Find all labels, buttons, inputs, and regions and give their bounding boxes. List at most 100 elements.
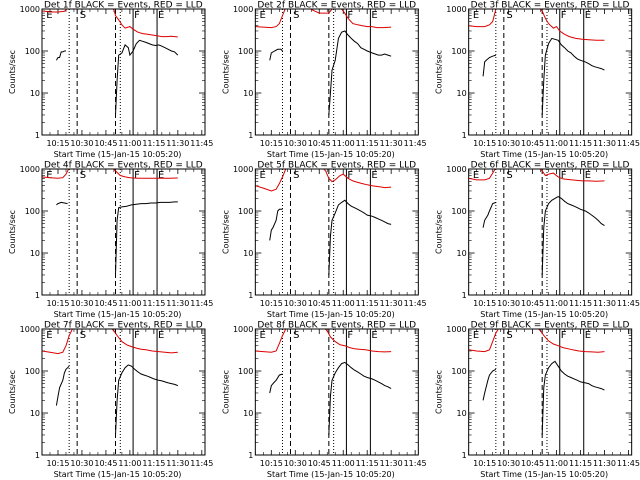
x-tick-label: 11:00 <box>545 459 568 468</box>
y-axis-label: Counts/sec <box>435 50 444 94</box>
lld-series-line <box>255 329 287 353</box>
lld-series-line <box>42 169 70 179</box>
events-series-line <box>328 199 392 276</box>
x-tick-label: 11:30 <box>593 139 616 148</box>
lld-series-line <box>324 329 392 353</box>
y-tick-label: 10 <box>30 249 40 258</box>
plot-frame <box>254 168 419 296</box>
interval-flag: E <box>473 330 479 341</box>
x-tick-label: 10:30 <box>497 299 520 308</box>
x-tick-label: 10:45 <box>94 139 117 148</box>
y-tick-label: 1 <box>35 131 40 140</box>
lld-series-line <box>255 169 287 192</box>
panel-det-9f: Det 9f BLACK = Events, RED = LLD Counts/s… <box>435 321 640 480</box>
x-tick-label: 10:45 <box>94 299 117 308</box>
plot-frame <box>468 328 633 456</box>
interval-flag: E <box>371 10 377 21</box>
interval-flag: E <box>371 170 377 181</box>
x-tick-label: 11:45 <box>190 299 213 308</box>
y-tick-label: 10 <box>456 409 466 418</box>
x-tick-label: 10:30 <box>284 139 307 148</box>
interval-flag: S <box>80 170 86 181</box>
x-tick-label: 11:00 <box>332 299 355 308</box>
interval-flag: E <box>585 10 591 21</box>
events-series-line <box>269 48 283 61</box>
events-series-line <box>328 30 392 116</box>
interval-flag: E <box>473 170 479 181</box>
interval-flag: S <box>293 170 299 181</box>
y-tick-label: 1 <box>462 291 467 300</box>
plot-data-area <box>255 9 392 116</box>
x-tick-label: 10:15 <box>46 459 69 468</box>
plot-frame <box>41 8 206 136</box>
lld-series-line <box>539 169 605 182</box>
panel-title: Det 2f BLACK = Events, RED = LLD <box>257 1 416 11</box>
plot-frame <box>41 328 206 456</box>
interval-flag: E <box>260 170 266 181</box>
x-axis-label: Start Time (15-Jan-15 10:05:20) <box>54 470 182 479</box>
y-tick-label: 100 <box>451 47 466 56</box>
lld-series-line <box>340 9 392 29</box>
x-tick-label: 11:15 <box>142 299 165 308</box>
panel-det-6f: Det 6f BLACK = Events, RED = LLD Counts/s… <box>435 161 640 320</box>
x-tick-label: 10:30 <box>284 459 307 468</box>
lld-series-line <box>468 329 499 353</box>
x-tick-label: 11:00 <box>118 459 141 468</box>
panel-title: Det 5f BLACK = Events, RED = LLD <box>257 161 416 171</box>
plot-data-area <box>255 169 392 276</box>
events-series-line <box>541 37 605 116</box>
panel-title: Det 9f BLACK = Events, RED = LLD <box>471 321 630 331</box>
events-series-line <box>115 39 179 116</box>
panel-det-3f: Det 3f BLACK = Events, RED = LLD Counts/s… <box>435 1 640 160</box>
interval-flag: S <box>293 330 299 341</box>
events-series-line <box>56 201 68 206</box>
interval-flag: S <box>506 10 512 21</box>
x-tick-label: 10:45 <box>521 139 544 148</box>
panel-det-1f: Det 1f BLACK = Events, RED = LLD Counts/s… <box>8 1 213 160</box>
x-tick-label: 11:15 <box>356 299 379 308</box>
x-axis-label: Start Time (15-Jan-15 10:05:20) <box>267 150 395 159</box>
lld-series-line <box>309 9 334 14</box>
x-tick-label: 11:15 <box>142 459 165 468</box>
x-tick-label: 11:45 <box>617 299 640 308</box>
panel-det-4f: Det 4f BLACK = Events, RED = LLD Counts/s… <box>8 161 213 320</box>
x-tick-label: 11:15 <box>142 139 165 148</box>
x-tick-label: 10:30 <box>70 459 93 468</box>
plot-frame <box>254 328 419 456</box>
x-tick-label: 11:00 <box>118 299 141 308</box>
x-tick-label: 11:00 <box>118 139 141 148</box>
x-tick-label: 10:45 <box>521 459 544 468</box>
events-series-line <box>328 361 392 436</box>
x-tick-label: 11:30 <box>380 139 403 148</box>
y-axis-label: Counts/sec <box>221 370 230 414</box>
x-tick-label: 11:30 <box>380 299 403 308</box>
x-tick-label: 10:30 <box>70 299 93 308</box>
panel-det-7f: Det 7f BLACK = Events, RED = LLD Counts/s… <box>8 321 213 480</box>
y-tick-label: 1 <box>248 131 253 140</box>
y-axis-label: Counts/sec <box>221 210 230 254</box>
y-tick-label: 100 <box>25 47 40 56</box>
panel-det-8f: Det 8f BLACK = Events, RED = LLD Counts/s… <box>221 321 426 480</box>
interval-flag: E <box>260 330 266 341</box>
events-series-line <box>482 54 497 77</box>
interval-flag: F <box>561 10 567 21</box>
interval-flag: F <box>134 10 140 21</box>
interval-flag: F <box>134 330 140 341</box>
y-tick-label: 100 <box>451 207 466 216</box>
x-tick-label: 11:45 <box>404 299 427 308</box>
events-series-line <box>541 196 605 276</box>
x-tick-label: 11:15 <box>356 459 379 468</box>
y-tick-label: 100 <box>238 207 253 216</box>
panel-title: Det 4f BLACK = Events, RED = LLD <box>44 161 203 171</box>
x-tick-label: 11:30 <box>593 299 616 308</box>
interval-flag: S <box>293 10 299 21</box>
y-tick-label: 1 <box>35 451 40 460</box>
y-tick-label: 1 <box>462 451 467 460</box>
y-axis-label: Counts/sec <box>221 50 230 94</box>
x-tick-label: 10:30 <box>284 299 307 308</box>
y-axis-label: Counts/sec <box>8 370 17 414</box>
y-tick-label: 1000 <box>446 165 466 174</box>
x-axis-label: Start Time (15-Jan-15 10:05:20) <box>267 310 395 319</box>
y-tick-label: 10 <box>456 89 466 98</box>
